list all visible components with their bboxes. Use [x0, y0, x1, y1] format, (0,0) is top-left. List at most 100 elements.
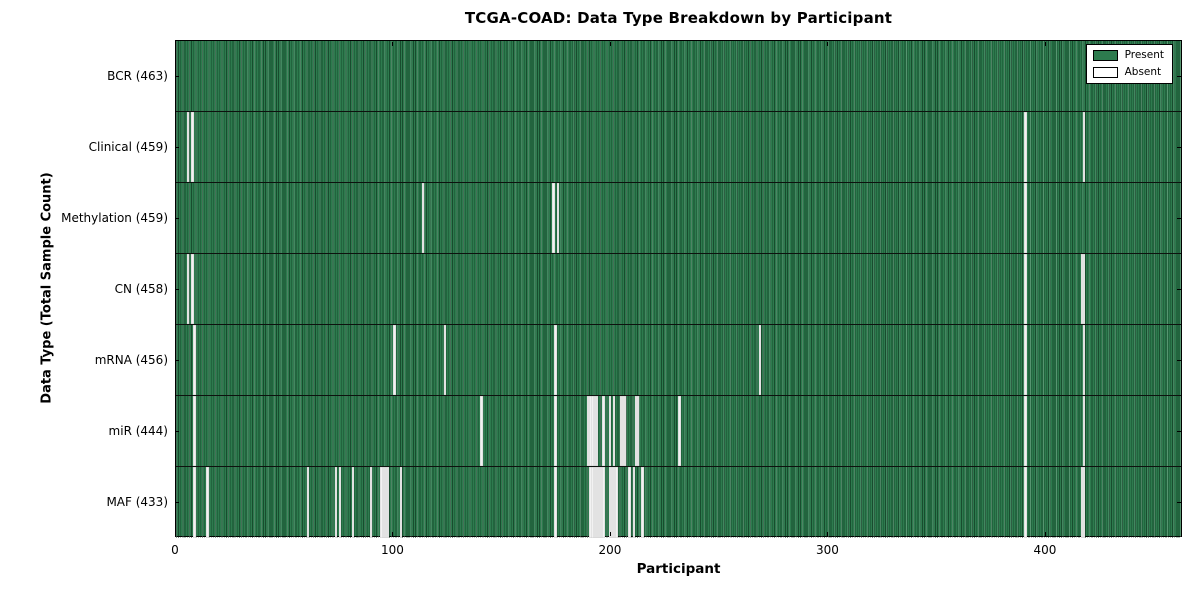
absent-stripe	[1024, 396, 1027, 466]
x-tick-mark	[827, 41, 829, 46]
absent-stripe	[587, 396, 590, 466]
absent-stripe	[593, 396, 596, 466]
absent-stripe	[400, 467, 403, 538]
plot-area: Present Absent	[175, 40, 1182, 538]
absent-stripe	[595, 396, 599, 466]
absent-stripe	[758, 325, 762, 395]
absent-stripe	[621, 396, 625, 466]
row-band-bcr	[176, 41, 1181, 112]
y-tick-mark	[1177, 288, 1181, 290]
row-band-mir	[176, 396, 1181, 467]
absent-stripe	[641, 467, 644, 538]
row-band-mrna	[176, 325, 1181, 396]
absent-stripe	[632, 467, 636, 538]
absent-stripe	[634, 396, 638, 466]
absent-stripe	[384, 467, 388, 538]
x-tick-mark	[1044, 41, 1046, 46]
y-tick-mark	[175, 288, 179, 290]
x-tick-mark	[609, 41, 611, 46]
row-band-clinical	[176, 112, 1181, 183]
absent-stripe	[624, 396, 627, 466]
absent-stripe	[602, 467, 605, 538]
absent-stripe	[1082, 325, 1086, 395]
y-tick-mark	[175, 359, 179, 361]
row-band-maf	[176, 467, 1181, 538]
absent-stripe	[1082, 112, 1086, 182]
absent-stripe	[186, 112, 190, 182]
absent-stripe	[206, 467, 209, 538]
absent-stripe	[613, 467, 616, 538]
absent-stripe	[1024, 112, 1027, 182]
y-tick-mark	[1177, 501, 1181, 503]
legend-absent-swatch	[1092, 67, 1118, 78]
x-tick-mark	[175, 531, 176, 536]
legend: Present Absent	[1085, 44, 1173, 84]
absent-stripe	[393, 325, 396, 395]
absent-stripe	[628, 467, 631, 538]
legend-present-swatch	[1092, 50, 1118, 61]
absent-stripe	[380, 467, 383, 538]
absent-stripe	[352, 467, 355, 538]
x-tick-label: 300	[816, 543, 839, 557]
absent-stripe	[1024, 183, 1027, 253]
absent-stripe	[591, 396, 594, 466]
absent-stripe	[339, 467, 342, 538]
x-tick-mark	[392, 531, 394, 536]
absent-stripe	[1082, 467, 1086, 538]
x-tick-label: 0	[171, 543, 179, 557]
absent-stripe	[193, 396, 196, 466]
absent-stripe	[421, 183, 425, 253]
absent-stripe	[637, 396, 640, 466]
y-tick-mark	[175, 430, 179, 432]
y-tick-label-clinical: Clinical (459)	[88, 139, 168, 154]
y-tick-mark	[175, 501, 179, 503]
x-tick-mark	[827, 531, 829, 536]
x-tick-mark	[609, 531, 611, 536]
x-tick-mark	[392, 41, 394, 46]
absent-stripe	[191, 112, 194, 182]
absent-stripe	[608, 396, 612, 466]
x-tick-label: 200	[598, 543, 622, 557]
absent-stripe	[608, 467, 612, 538]
absent-stripe	[1080, 467, 1084, 538]
y-tick-mark	[1177, 146, 1181, 148]
y-tick-mark	[1177, 75, 1181, 77]
absent-stripe	[554, 325, 557, 395]
absent-stripe	[595, 467, 599, 538]
absent-stripe	[186, 254, 190, 324]
legend-absent-label: Absent	[1124, 66, 1162, 78]
y-tick-label-mir: miR (444)	[108, 423, 168, 438]
absent-stripe	[386, 467, 390, 538]
absent-stripe	[556, 183, 559, 253]
absent-stripe	[1024, 254, 1027, 324]
absent-stripe	[615, 467, 618, 538]
row-band-cn	[176, 254, 1181, 325]
chart-title: TCGA-COAD: Data Type Breakdown by Partic…	[464, 9, 893, 27]
absent-stripe	[1080, 254, 1084, 324]
absent-stripe	[1082, 254, 1086, 324]
absent-stripe	[554, 396, 557, 466]
absent-stripe	[369, 467, 372, 538]
absent-stripe	[602, 396, 605, 466]
y-tick-mark	[1177, 217, 1181, 219]
absent-stripe	[678, 396, 681, 466]
absent-stripe	[554, 467, 557, 538]
absent-stripe	[600, 467, 603, 538]
absent-stripe	[193, 325, 196, 395]
y-tick-label-mrna: mRNA (456)	[94, 352, 168, 367]
y-tick-mark	[175, 146, 179, 148]
absent-stripe	[1082, 396, 1086, 466]
absent-stripe	[613, 396, 616, 466]
x-axis-title: Participant	[636, 561, 721, 577]
legend-item-present: Present	[1092, 49, 1164, 62]
y-tick-mark	[1177, 359, 1181, 361]
absent-stripe	[306, 467, 309, 538]
y-tick-label-bcr: BCR (463)	[107, 68, 168, 83]
y-tick-mark	[175, 75, 179, 77]
absent-stripe	[382, 467, 385, 538]
absent-stripe	[480, 396, 483, 466]
absent-stripe	[597, 467, 601, 538]
absent-stripe	[191, 254, 194, 324]
x-tick-label: 100	[381, 543, 404, 557]
